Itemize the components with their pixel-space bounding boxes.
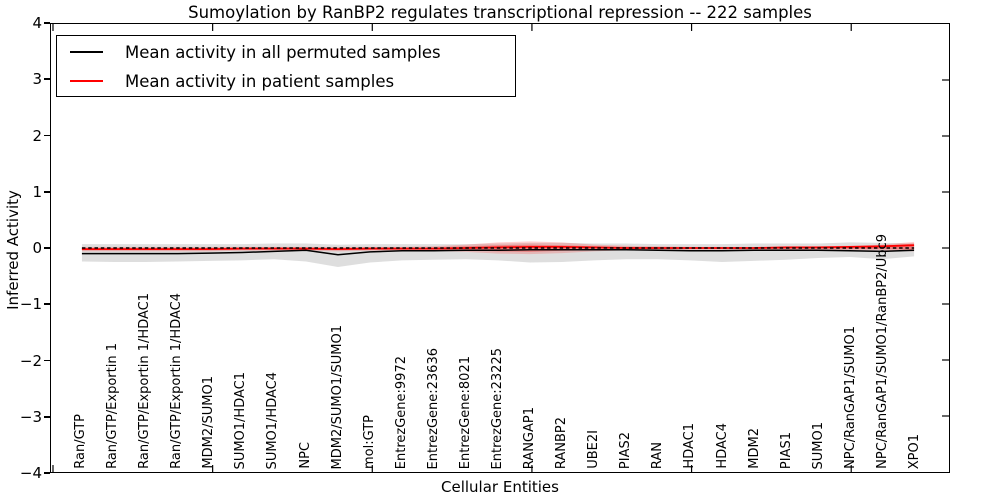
y-tick-mark — [44, 247, 50, 249]
y-tick-label: −4 — [19, 464, 42, 482]
x-tick-label: MDM2 — [746, 428, 762, 469]
y-tick-label: −2 — [19, 351, 42, 370]
x-tick-label: PIAS2 — [618, 431, 634, 469]
legend-line-patient-icon — [70, 80, 103, 82]
x-tick-label: EntrezGene:23636 — [425, 347, 441, 469]
x-tick-label: Ran/GTP/Exportin 1/HDAC4 — [169, 293, 185, 469]
x-tick-label: XPO1 — [907, 433, 922, 469]
x-tick-label: NPC/RanGAP1/SUMO1 — [842, 326, 858, 469]
y-tick-mark — [44, 359, 50, 362]
x-tick-label: MDM2/SUMO1 — [201, 376, 217, 469]
x-tick-label: EntrezGene:9972 — [393, 355, 409, 469]
x-tick-label: HDAC1 — [682, 423, 698, 469]
x-tick-label: NPC/RanGAP1/SUMO1/RanBP2/Ubc9 — [874, 234, 890, 469]
chart-title: Sumoylation by RanBP2 regulates transcri… — [188, 3, 812, 22]
x-tick-label: RANGAP1 — [522, 406, 538, 469]
plot-area: Mean activity in all permuted samples Me… — [50, 23, 950, 473]
x-tick-label: SUMO1 — [810, 421, 826, 470]
x-tick-label: EntrezGene:23225 — [490, 347, 505, 469]
x-tick-label: RANBP2 — [554, 416, 570, 469]
x-tick-label: mol:GTP — [361, 415, 377, 469]
x-tick-label: MDM2/SUMO1/SUMO1 — [329, 324, 345, 469]
x-tick-label: RAN — [650, 441, 666, 469]
y-tick-mark — [44, 22, 50, 24]
legend-item-permuted: Mean activity in all permuted samples — [57, 39, 515, 65]
y-tick-mark — [44, 303, 50, 306]
y-tick-label: 2 — [32, 126, 42, 145]
x-axis-label: Cellular Entities — [441, 478, 559, 496]
y-tick-mark — [44, 134, 50, 137]
x-tick-label: UBE2I — [586, 430, 602, 469]
plot-svg — [52, 24, 949, 472]
x-tick-label: HDAC4 — [714, 423, 730, 469]
y-tick-mark — [44, 415, 50, 418]
y-tick-label: 1 — [32, 182, 42, 201]
x-tick-label: Ran/GTP/Exportin 1 — [105, 343, 121, 469]
y-tick-label: −3 — [19, 407, 42, 426]
y-tick-label: 0 — [32, 239, 42, 257]
legend: Mean activity in all permuted samples Me… — [56, 35, 516, 97]
legend-line-permuted-icon — [70, 51, 103, 53]
series-line-0 — [81, 248, 915, 256]
legend-item-patient: Mean activity in patient samples — [57, 68, 515, 94]
y-tick-label: 4 — [32, 14, 42, 32]
x-tick-label: PIAS1 — [778, 431, 794, 469]
y-tick-mark — [44, 472, 50, 474]
x-tick-label: SUMO1/HDAC1 — [233, 371, 249, 469]
legend-label-patient: Mean activity in patient samples — [125, 71, 395, 91]
y-tick-mark — [44, 78, 50, 81]
y-tick-label: 3 — [32, 70, 42, 89]
x-tick-label: EntrezGene:8021 — [457, 355, 473, 469]
y-tick-mark — [44, 190, 50, 193]
y-tick-label: −1 — [19, 295, 42, 314]
x-tick-label: SUMO1/HDAC4 — [265, 371, 281, 469]
x-tick-label: NPC — [297, 442, 313, 469]
x-tick-label: Ran/GTP/Exportin 1/HDAC1 — [137, 293, 153, 469]
x-tick-label: Ran/GTP — [73, 414, 88, 469]
legend-label-permuted: Mean activity in all permuted samples — [125, 42, 441, 62]
